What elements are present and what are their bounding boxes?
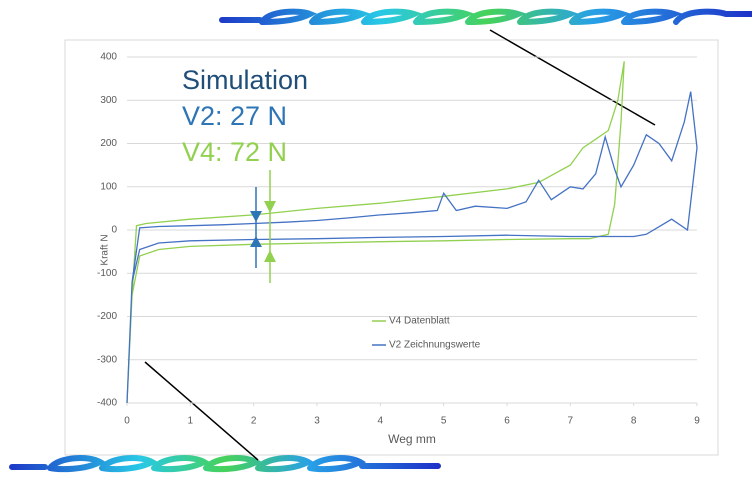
leader-line bbox=[144, 361, 259, 461]
data-line bbox=[126, 91, 698, 404]
y-tick-label: 400 bbox=[100, 52, 117, 63]
legend-label: V4 Datenblatt bbox=[389, 316, 450, 327]
legend-label: V2 Zeichnungswerte bbox=[389, 340, 481, 351]
x-tick-label: 0 bbox=[124, 416, 130, 427]
y-tick-label: 200 bbox=[100, 138, 117, 149]
spring-bottom bbox=[9, 455, 441, 473]
y-tick-label: -200 bbox=[97, 311, 117, 322]
data-line bbox=[126, 61, 625, 404]
y-axis-label: Kraft N bbox=[100, 234, 111, 265]
x-tick-label: 3 bbox=[314, 416, 320, 427]
y-tick-label: -300 bbox=[97, 354, 117, 365]
y-tick-label: 300 bbox=[100, 95, 117, 106]
annotation: V2: 27 N bbox=[182, 101, 287, 131]
spring-top bbox=[219, 8, 752, 25]
force-arrows bbox=[250, 170, 276, 283]
x-tick-label: 9 bbox=[694, 416, 700, 427]
x-tick-label: 4 bbox=[378, 416, 384, 427]
annotation: V4: 72 N bbox=[182, 137, 287, 167]
y-tick-label: 0 bbox=[111, 225, 117, 236]
x-tick-label: 8 bbox=[631, 416, 637, 427]
x-tick-label: 5 bbox=[441, 416, 447, 427]
x-tick-label: 7 bbox=[568, 416, 574, 427]
annotation: Simulation bbox=[182, 65, 308, 95]
plot-frame bbox=[64, 39, 719, 456]
leader-line bbox=[489, 29, 656, 126]
y-tick-label: -400 bbox=[97, 398, 117, 409]
plot-area: -400 -300 -200 -100 0 100 200 300 400 0 1 2 3 4 5 6 7 8 9 V… bbox=[97, 52, 700, 427]
x-axis-label: Weg mm bbox=[388, 432, 436, 446]
y-tick-label: 100 bbox=[100, 181, 117, 192]
x-tick-label: 2 bbox=[251, 416, 257, 427]
x-tick-label: 6 bbox=[504, 416, 510, 427]
y-tick-label: -100 bbox=[97, 268, 117, 279]
x-tick-label: 1 bbox=[188, 416, 194, 427]
